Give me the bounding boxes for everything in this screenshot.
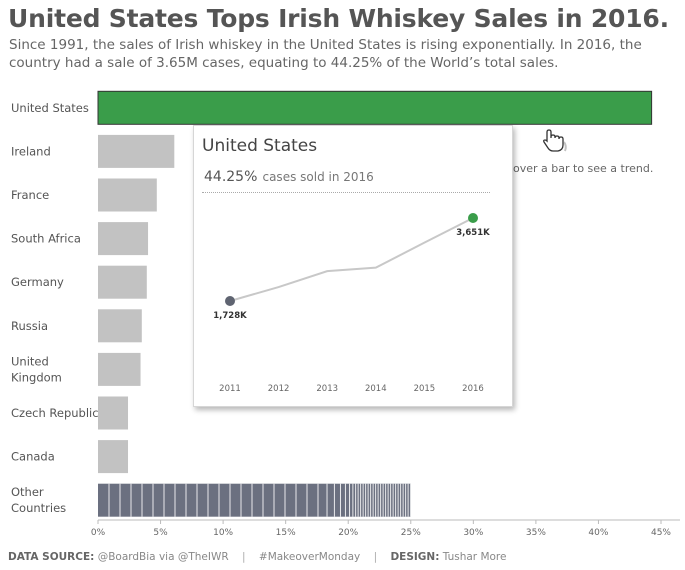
x-tick-label: 5%	[153, 528, 168, 538]
trend-year-label: 2013	[316, 384, 338, 394]
x-tick-label: 35%	[526, 528, 546, 538]
x-tick-label: 30%	[463, 528, 483, 538]
bar-germany	[98, 265, 147, 299]
x-tick-label: 15%	[276, 528, 296, 538]
tooltip-percent-row: 44.25% cases sold in 2016	[204, 166, 374, 185]
bar-chart: United States Ireland France South Africa Ge…	[11, 90, 680, 538]
tooltip-percent: 44.25%	[204, 169, 258, 185]
x-tick-label: 10%	[213, 528, 233, 538]
bar-ireland	[98, 134, 175, 168]
trend-end-point	[468, 213, 478, 223]
hand-pointer-icon	[543, 129, 567, 152]
bar-russia	[98, 309, 142, 343]
category-label: Countries	[11, 501, 66, 515]
trend-year-label: 2015	[414, 384, 436, 394]
category-label: United States	[11, 101, 89, 115]
page-title: United States Tops Irish Whiskey Sales i…	[8, 4, 669, 33]
source-label: DATA SOURCE:	[8, 551, 95, 563]
tooltip-percent-suffix: cases sold in 2016	[262, 170, 374, 184]
bar-united-states	[97, 90, 653, 125]
category-label: Russia	[11, 319, 48, 333]
bar-canada	[98, 440, 129, 474]
bar-other-countries	[98, 483, 411, 517]
trend-end-label: 3,651K	[456, 228, 490, 238]
category-label: Kingdom	[11, 370, 62, 384]
design-value: Tushar More	[442, 551, 507, 563]
category-label: Ireland	[11, 144, 51, 158]
hashtag[interactable]: #MakeoverMonday	[258, 551, 361, 563]
bar-czech-republic	[98, 396, 129, 430]
category-label: Czech Republic	[11, 406, 99, 420]
category-label: Other	[11, 485, 44, 499]
trend-year-label: 2012	[268, 384, 290, 394]
bar-united-kingdom	[98, 352, 141, 386]
category-label: South Africa	[11, 232, 81, 246]
bar-south-africa	[98, 222, 149, 256]
trend-year-label: 2011	[219, 384, 241, 394]
x-tick-label: 40%	[588, 528, 608, 538]
bar-france	[98, 178, 157, 212]
trend-year-label: 2016	[462, 384, 484, 394]
hover-hint: over a bar to see a trend.	[513, 162, 654, 175]
source-value[interactable]: @BoardBia via @TheIWR	[97, 551, 229, 563]
x-tick-label: 20%	[338, 528, 358, 538]
category-label: Germany	[11, 275, 64, 289]
x-tick-label: 45%	[651, 528, 671, 538]
category-label: Canada	[11, 450, 55, 464]
footer: DATA SOURCE: @BoardBia via @TheIWR | #Ma…	[8, 551, 507, 563]
trend-line	[229, 217, 474, 302]
tooltip-title: United States	[202, 136, 318, 156]
tooltip-divider	[202, 192, 490, 193]
trend-line-chart: 1,728K 3,651K 2011 2012 2013 2014 2015 2016	[213, 213, 490, 394]
category-label: France	[11, 188, 49, 202]
x-tick-label: 0%	[91, 528, 106, 538]
category-label: United	[11, 354, 49, 368]
trend-tooltip: 1,728K 3,651K 2011 2012 2013 2014 2015 2016 Uni…	[193, 125, 513, 407]
design-label: DESIGN:	[390, 551, 440, 563]
trend-start-label: 1,728K	[213, 311, 247, 321]
trend-start-point	[225, 296, 235, 306]
page-subtitle: Since 1991, the sales of Irish whiskey i…	[9, 37, 642, 71]
trend-year-label: 2014	[365, 384, 387, 394]
x-tick-label: 25%	[401, 528, 421, 538]
